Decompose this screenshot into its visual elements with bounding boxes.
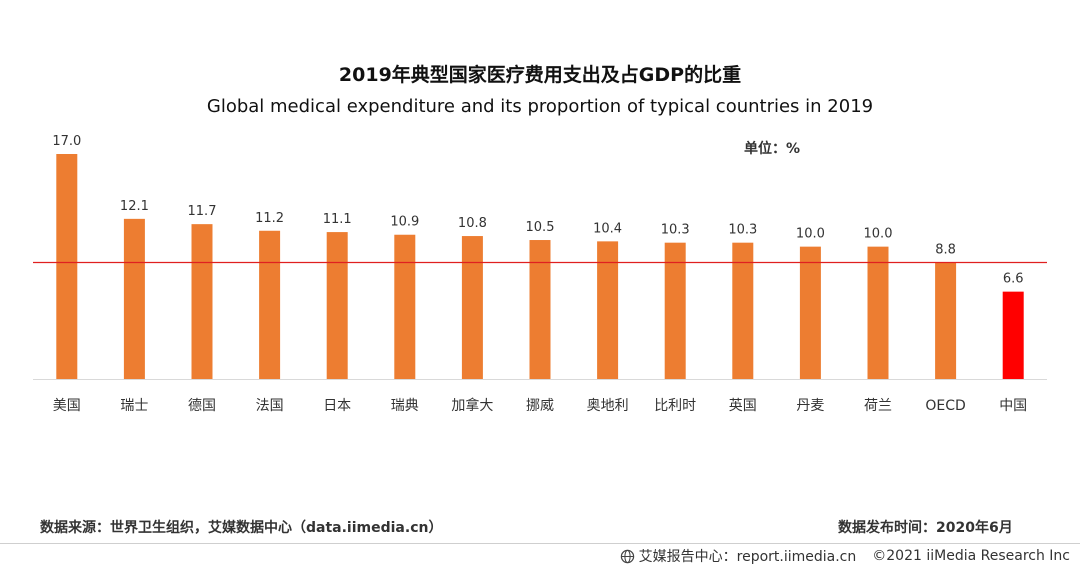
globe-icon <box>620 549 634 563</box>
value-label: 11.1 <box>323 212 352 227</box>
category-label: 日本 <box>323 398 351 414</box>
category-label: 瑞典 <box>391 398 419 414</box>
value-label: 8.8 <box>935 243 956 258</box>
bar <box>867 246 889 379</box>
category-label: 英国 <box>729 397 757 414</box>
category-label: 荷兰 <box>864 398 892 414</box>
bar <box>191 224 213 379</box>
bar <box>664 242 686 379</box>
value-label: 12.1 <box>120 199 149 214</box>
value-label: 11.7 <box>188 204 217 219</box>
bar <box>529 240 551 379</box>
value-label: 17.0 <box>52 134 81 149</box>
bar <box>935 262 957 379</box>
category-label: 加拿大 <box>451 397 493 414</box>
bar <box>259 230 281 379</box>
chart-subtitle: Global medical expenditure and its propo… <box>206 96 874 117</box>
category-label: OECD <box>925 398 965 414</box>
category-label: 德国 <box>188 398 216 414</box>
data-source: 数据来源：世界卫生组织，艾媒数据中心（data.iimedia.cn） <box>40 520 443 536</box>
category-label: 中国 <box>999 398 1027 414</box>
category-label: 瑞士 <box>120 398 148 414</box>
bar <box>123 218 145 379</box>
value-label: 10.3 <box>728 223 757 238</box>
bar <box>394 234 416 379</box>
footer-bar: 艾媒报告中心：report.iimedia.cn ©2021 iiMedia R… <box>620 546 1070 566</box>
bar <box>326 232 348 379</box>
footer-divider <box>0 543 1080 544</box>
category-label: 美国 <box>53 398 81 414</box>
category-label: 丹麦 <box>796 398 824 414</box>
value-label: 10.0 <box>864 227 893 242</box>
bar <box>799 246 821 379</box>
value-label: 10.0 <box>796 227 825 242</box>
value-label: 10.5 <box>526 220 555 235</box>
value-label: 10.9 <box>390 215 419 230</box>
bar <box>597 241 619 379</box>
bar <box>56 154 78 379</box>
category-label: 奥地利 <box>587 397 629 414</box>
publish-date: 数据发布时间：2020年6月 <box>838 520 1013 536</box>
footer-brand: 艾媒报告中心：report.iimedia.cn <box>620 546 857 566</box>
bar <box>1002 291 1024 379</box>
bar <box>461 236 483 379</box>
value-label: 10.8 <box>458 216 487 231</box>
chart-title: 2019年典型国家医疗费用支出及占GDP的比重 <box>338 64 742 86</box>
category-label: 挪威 <box>526 398 554 414</box>
category-label: 法国 <box>256 398 284 414</box>
unit-label: 单位：% <box>744 141 801 157</box>
bar <box>732 242 754 379</box>
value-label: 6.6 <box>1003 272 1024 287</box>
footer-brand-text: 艾媒报告中心：report.iimedia.cn <box>638 549 857 565</box>
footer-copyright: ©2021 iiMedia Research Inc <box>872 548 1070 564</box>
value-label: 10.3 <box>661 223 690 238</box>
value-label: 10.4 <box>593 221 622 236</box>
category-label: 比利时 <box>654 398 696 414</box>
bar-chart: 17.0 美国 12.1 瑞士 11.7 德国 11.2 法国 11.1 日本 10.9 瑞典 10.8… <box>33 134 1047 414</box>
value-label: 11.2 <box>255 211 284 226</box>
